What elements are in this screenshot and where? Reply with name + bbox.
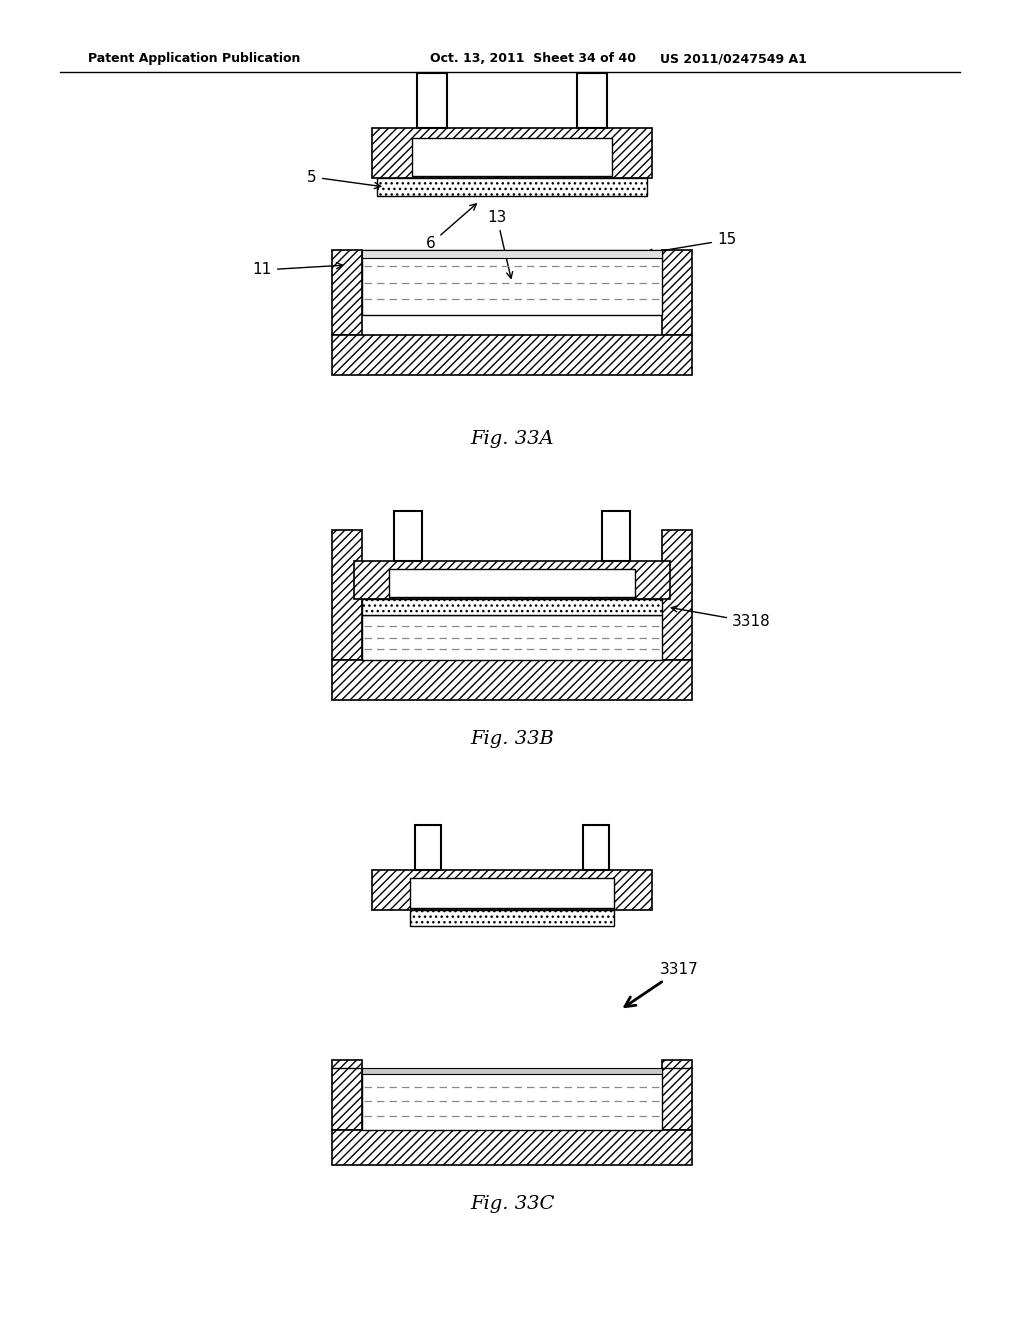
Bar (354, 561, 670, 599)
Text: 5: 5 (307, 169, 381, 189)
Text: Fig. 33A: Fig. 33A (470, 430, 554, 447)
Text: Fig. 33B: Fig. 33B (470, 730, 554, 748)
Bar (394, 511, 422, 561)
Bar (389, 569, 635, 597)
Bar (332, 1130, 692, 1166)
Bar (602, 511, 630, 561)
Bar (362, 1068, 662, 1074)
Bar (332, 531, 362, 660)
Text: 3317: 3317 (625, 962, 698, 1007)
Bar (415, 825, 441, 870)
Bar (410, 878, 614, 908)
Text: 6: 6 (426, 203, 476, 251)
Bar (412, 139, 612, 176)
Text: 13: 13 (487, 210, 513, 279)
Text: Oct. 13, 2011  Sheet 34 of 40: Oct. 13, 2011 Sheet 34 of 40 (430, 51, 636, 65)
Bar (662, 531, 692, 660)
Bar (362, 249, 662, 257)
Bar (332, 249, 362, 335)
Bar (332, 1060, 362, 1130)
Bar (362, 615, 662, 660)
Text: 15: 15 (646, 232, 736, 255)
Bar (662, 249, 692, 335)
Bar (372, 128, 652, 178)
Bar (362, 599, 662, 615)
Text: Fig. 33C: Fig. 33C (470, 1195, 554, 1213)
Bar (417, 73, 447, 128)
Bar (362, 249, 662, 315)
Bar (372, 870, 652, 909)
Bar (332, 660, 692, 700)
Bar (332, 335, 692, 375)
Bar (362, 1072, 662, 1130)
Text: 11: 11 (253, 263, 343, 277)
Bar (583, 825, 609, 870)
Text: 3318: 3318 (672, 606, 771, 630)
Bar (662, 1060, 692, 1130)
Text: Patent Application Publication: Patent Application Publication (88, 51, 300, 65)
Text: US 2011/0247549 A1: US 2011/0247549 A1 (660, 51, 807, 65)
Bar (377, 178, 647, 195)
Bar (410, 909, 614, 927)
Bar (577, 73, 607, 128)
